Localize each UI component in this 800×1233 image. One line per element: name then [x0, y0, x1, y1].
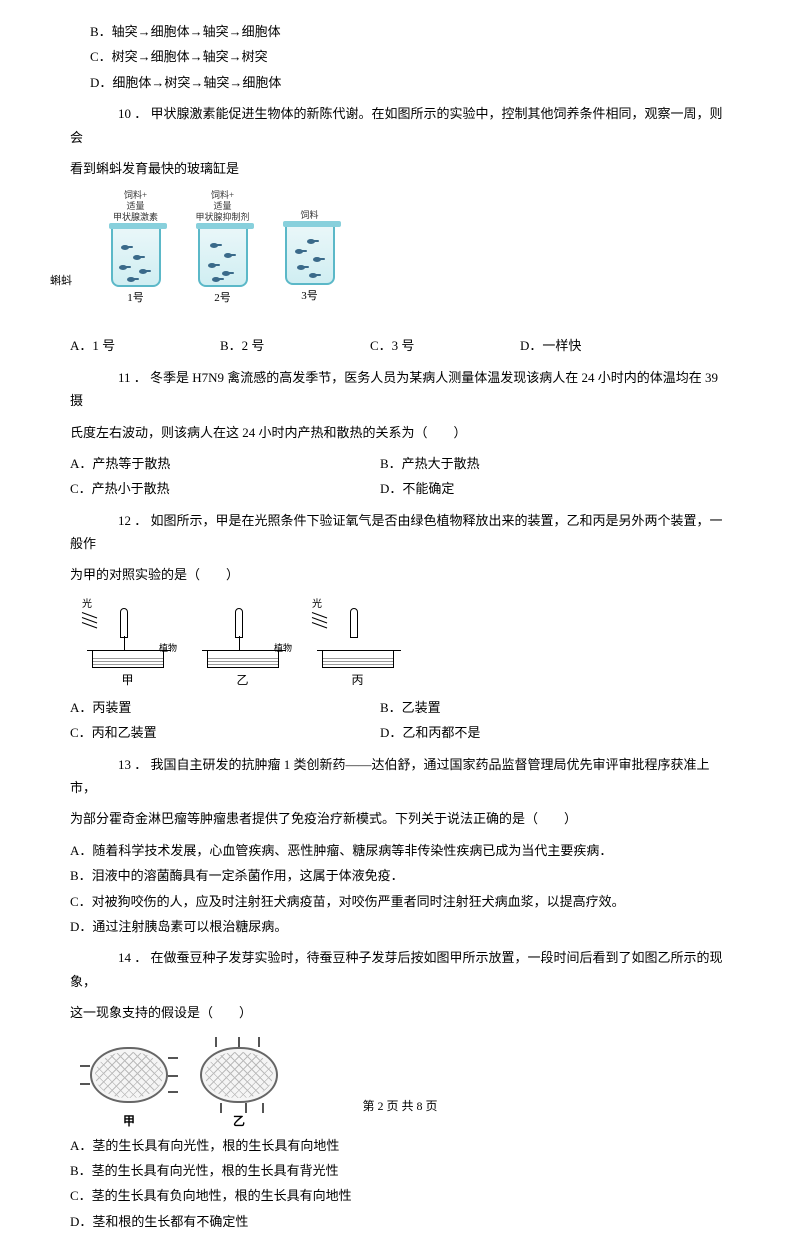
q14-lead: 14 ． 在做蚕豆种子发芽实验时，待蚕豆种子发芽后按如图甲所示放置，一段时间后看…	[70, 946, 730, 993]
q12-a: A．丙装置	[70, 696, 380, 719]
q10-d: D．一样快	[520, 334, 670, 357]
q12-b: B．乙装置	[380, 696, 690, 719]
tube-icon	[120, 608, 128, 638]
jar1-body	[111, 225, 161, 287]
q10-options: A．1 号 B．2 号 C．3 号 D．一样快	[70, 334, 730, 357]
tube-icon	[235, 608, 243, 638]
plant2-label: 植物	[274, 640, 292, 656]
q14-b: B．茎的生长具有向光性，根的生长具有背光性	[70, 1159, 730, 1182]
pot-jia	[90, 1047, 168, 1103]
jar3-num: 3号	[272, 287, 347, 307]
q9-option-c: C．树突→细胞体→轴突→树突	[70, 45, 730, 68]
dish2-body	[207, 650, 279, 668]
q10-lead: 10 ． 甲状腺激素能促进生物体的新陈代谢。在如图所示的实验中，控制其他饲养条件…	[70, 102, 730, 149]
q13-b: B．泪液中的溶菌酶具有一定杀菌作用，这属于体液免疫．	[70, 864, 730, 887]
q12-cont: 为甲的对照实验的是（ ）	[70, 563, 730, 586]
jar2-label: 饲料+ 适量 甲状腺抑制剂	[185, 190, 260, 222]
q12-row1: A．丙装置 B．乙装置	[70, 696, 730, 719]
jar3-body	[285, 223, 335, 285]
q12-figure: 光 植物 甲 植物 乙 光	[80, 597, 730, 692]
q11-b: B．产热大于散热	[380, 452, 690, 475]
q12-lead: 12 ． 如图所示，甲是在光照条件下验证氧气是否由绿色植物释放出来的装置，乙和丙…	[70, 509, 730, 556]
q14-c: C．茎的生长具有负向地性，根的生长具有向地性	[70, 1184, 730, 1207]
q11-cont: 氏度左右波动，则该病人在这 24 小时内产热和散热的关系为（ ）	[70, 421, 730, 444]
pot-yi	[200, 1047, 278, 1103]
q14-a: A．茎的生长具有向光性，根的生长具有向地性	[70, 1134, 730, 1157]
q12-c: C．丙和乙装置	[70, 721, 380, 744]
page-footer: 第 2 页 共 8 页	[0, 1096, 800, 1118]
q14-cont: 这一现象支持的假设是（ ）	[70, 1001, 730, 1024]
q9-option-b: B．轴突→细胞体→轴突→细胞体	[70, 20, 730, 43]
q10-cont: 看到蝌蚪发育最快的玻璃缸是	[70, 157, 730, 180]
tube-icon	[350, 608, 358, 638]
q11-c: C．产热小于散热	[70, 477, 380, 500]
q11-lead: 11 ． 冬季是 H7N9 禽流感的高发季节，医务人员为某病人测量体温发现该病人…	[70, 366, 730, 413]
jar3-label: 饲料	[272, 190, 347, 221]
q10-c: C．3 号	[370, 334, 520, 357]
tadpole-label: 蝌蚪	[50, 272, 72, 292]
q11-d: D．不能确定	[380, 477, 690, 500]
q12-d: D．乙和丙都不是	[380, 721, 690, 744]
jar2-body	[198, 225, 248, 287]
q10-a: A．1 号	[70, 334, 220, 357]
q9-option-d: D．细胞体→树突→轴突→细胞体	[70, 71, 730, 94]
dish1-body	[92, 650, 164, 668]
q10-figure: 蝌蚪 饲料+ 适量 甲状腺激素 1号 饲料+ 适量 甲状腺抑制剂	[80, 190, 730, 330]
q10-b: B．2 号	[220, 334, 370, 357]
q13-d: D．通过注射胰岛素可以根治糖尿病。	[70, 915, 730, 938]
dish3-name: 丙	[310, 670, 405, 692]
jar2-num: 2号	[185, 289, 260, 309]
q12-row2: C．丙和乙装置 D．乙和丙都不是	[70, 721, 730, 744]
q11-row2: C．产热小于散热 D．不能确定	[70, 477, 730, 500]
jar1-num: 1号	[98, 289, 173, 309]
dish2-name: 乙	[195, 670, 290, 692]
q13-a: A．随着科学技术发展，心血管疾病、恶性肿瘤、糖尿病等非传染性疾病已成为当代主要疾…	[70, 839, 730, 862]
jar1-label: 饲料+ 适量 甲状腺激素	[98, 190, 173, 222]
q13-cont: 为部分霍奇金淋巴瘤等肿瘤患者提供了免疫治疗新模式。下列关于说法正确的是（ ）	[70, 807, 730, 830]
q14-d: D．茎和根的生长都有不确定性	[70, 1210, 730, 1233]
q11-a: A．产热等于散热	[70, 452, 380, 475]
q13-c: C．对被狗咬伤的人，应及时注射狂犬病疫苗，对咬伤严重者同时注射狂犬病血浆，以提高…	[70, 890, 730, 913]
dish3-body	[322, 650, 394, 668]
dish1-name: 甲	[80, 670, 175, 692]
q13-lead: 13 ． 我国自主研发的抗肿瘤 1 类创新药——达伯舒，通过国家药品监督管理局优…	[70, 753, 730, 800]
q11-row1: A．产热等于散热 B．产热大于散热	[70, 452, 730, 475]
plant1-label: 植物	[159, 640, 177, 656]
